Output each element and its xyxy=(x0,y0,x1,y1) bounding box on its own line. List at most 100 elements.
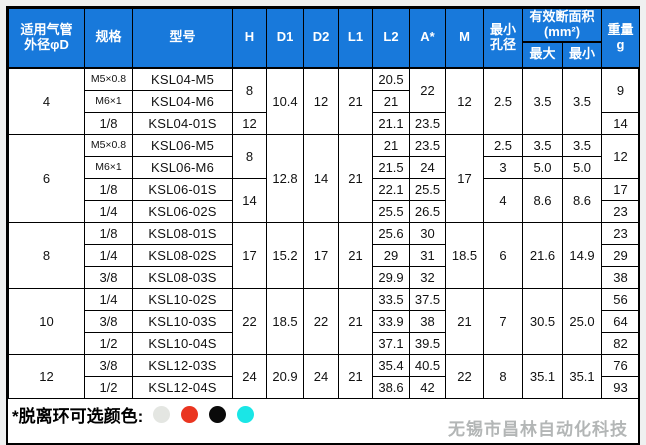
m-cell: 12 xyxy=(445,67,484,135)
l2-cell: 20.5 xyxy=(372,67,410,91)
min-bore-cell: 7 xyxy=(483,287,523,355)
l2-cell: 21 xyxy=(372,89,410,113)
table-row: 12 3/8 KSL12-03S 24 20.9 24 21 35.4 40.5 22 8 35.1 3… xyxy=(8,353,641,399)
spec-table: 适用气管 外径φD 规格 型号 H D1 D2 L1 L2 A* M 最小 孔径 有效断面积(mm²)… xyxy=(8,7,641,399)
model-cell: KSL10-03S xyxy=(132,309,233,333)
d2-cell: 22 xyxy=(303,287,339,355)
l2-cell: 35.4 xyxy=(372,353,410,377)
area-min-cell: 5.0 xyxy=(561,155,603,179)
area-min-cell: 8.6 xyxy=(561,177,603,223)
model-cell: KSL04-M6 xyxy=(132,89,233,113)
weight-cell: 56 xyxy=(601,287,641,311)
min-bore-cell: 6 xyxy=(483,221,523,289)
table-row: 1/2 KSL12-04S 38.6 42 93 xyxy=(9,375,641,399)
h-cell: 12 xyxy=(232,111,267,135)
area-min-cell: 25.0 xyxy=(561,287,603,355)
h-cell: 24 xyxy=(232,353,267,399)
h-cell: 17 xyxy=(232,221,267,289)
weight-cell: 14 xyxy=(601,111,641,135)
spec-cell: 1/4 xyxy=(84,287,133,311)
header-cell: 型号 xyxy=(132,7,233,69)
spec-cell: 1/8 xyxy=(84,177,133,201)
l2-cell: 33.5 xyxy=(372,287,410,311)
spec-cell: M6×1 xyxy=(84,155,133,179)
header-cell: 最小 xyxy=(561,41,603,69)
header-cell: L1 xyxy=(338,7,373,69)
d1-cell: 20.9 xyxy=(266,353,304,399)
l2-cell: 38.6 xyxy=(372,375,410,399)
l2-cell: 25.5 xyxy=(372,199,410,223)
min-bore-cell: 3 xyxy=(483,155,523,179)
header-cell: 最大 xyxy=(522,41,563,69)
area-max-cell: 21.6 xyxy=(522,221,563,289)
m-cell: 18.5 xyxy=(445,221,484,289)
h-cell: 22 xyxy=(232,287,267,355)
table-row: M6×1 KSL06-M6 21.5 24 3 5.0 5.0 xyxy=(9,155,640,179)
weight-cell: 76 xyxy=(601,353,641,377)
spec-cell: 1/8 xyxy=(84,221,133,245)
tube-od-cell: 10 xyxy=(8,287,85,355)
header-cell: L2 xyxy=(372,7,410,69)
d1-cell: 12.8 xyxy=(266,133,304,223)
a-cell: 38 xyxy=(409,309,446,333)
area-min-cell: 35.1 xyxy=(561,353,603,399)
ring-color-dot xyxy=(153,405,171,423)
model-cell: KSL08-02S xyxy=(132,243,233,267)
model-cell: KSL06-01S xyxy=(132,177,233,201)
l1-cell: 21 xyxy=(338,287,373,355)
m-cell: 21 xyxy=(445,287,484,355)
weight-cell: 23 xyxy=(601,199,641,223)
spec-cell: 1/4 xyxy=(84,199,133,223)
weight-cell: 82 xyxy=(601,331,641,355)
tube-od-cell: 6 xyxy=(8,133,85,223)
weight-cell: 9 xyxy=(601,67,641,113)
h-cell: 8 xyxy=(232,67,267,113)
spec-cell: 1/2 xyxy=(84,331,133,355)
l2-cell: 21 xyxy=(372,133,410,157)
l2-cell: 29.9 xyxy=(372,265,410,289)
model-cell: KSL04-01S xyxy=(132,111,233,135)
table-row: 1/4 KSL06-02S 25.5 26.5 23 xyxy=(9,199,641,223)
table-footer-row: *脱离环可选颜色: 无锡市昌林自动化科技 xyxy=(8,398,638,443)
l2-cell: 22.1 xyxy=(372,177,410,201)
header-cell: D2 xyxy=(303,7,339,69)
l2-cell: 21.5 xyxy=(372,155,410,179)
min-bore-cell: 4 xyxy=(483,177,523,223)
l2-cell: 29 xyxy=(372,243,410,267)
a-cell: 32 xyxy=(409,265,446,289)
header-row: 最大 最小 xyxy=(9,41,640,69)
spec-table-frame: 适用气管 外径φD 规格 型号 H D1 D2 L1 L2 A* M 最小 孔径 有效断面积(mm²)… xyxy=(6,6,641,445)
table-row: 10 1/4 KSL10-02S 22 18.5 22 21 33.5 37.5 21 7 30.5 2… xyxy=(8,287,641,355)
a-cell: 26.5 xyxy=(409,199,446,223)
spec-cell: M6×1 xyxy=(84,89,133,113)
area-max-cell: 8.6 xyxy=(522,177,563,223)
a-cell: 31 xyxy=(409,243,446,267)
m-cell: 17 xyxy=(445,133,484,223)
min-bore-cell: 2.5 xyxy=(483,67,523,135)
area-max-cell: 30.5 xyxy=(522,287,563,355)
header-row: 适用气管 外径φD 规格 型号 H D1 D2 L1 L2 A* M 最小 孔径 有效断面积(mm²)… xyxy=(8,7,641,69)
m-cell: 22 xyxy=(445,353,484,399)
model-cell: KSL10-04S xyxy=(132,331,233,355)
area-min-cell: 3.5 xyxy=(561,67,603,135)
a-cell: 24 xyxy=(409,155,446,179)
header-cell: 适用气管 外径φD xyxy=(8,7,85,69)
spec-cell: 1/8 xyxy=(84,111,133,135)
header-cell: 最小 孔径 xyxy=(483,7,523,69)
spec-cell: M5×0.8 xyxy=(84,67,133,91)
header-cell: 重量 g xyxy=(601,7,641,69)
weight-cell: 93 xyxy=(601,375,641,399)
a-cell: 30 xyxy=(409,221,446,245)
model-cell: KSL06-M6 xyxy=(132,155,233,179)
d2-cell: 24 xyxy=(303,353,339,399)
ring-color-dot xyxy=(237,405,255,423)
watermark-text: 无锡市昌林自动化科技 xyxy=(448,419,628,439)
table-row: 6 M5×0.8 KSL06-M5 8 12.8 14 21 21 23.5 17 2.5 3.5 3.… xyxy=(8,133,641,223)
spec-cell: 1/4 xyxy=(84,243,133,267)
header-cell: 规格 xyxy=(84,7,133,69)
area-max-cell: 3.5 xyxy=(522,67,563,135)
weight-cell: 17 xyxy=(601,177,641,201)
table-row: 3/8 KSL10-03S 33.9 38 64 xyxy=(9,309,641,333)
spec-cell: 1/2 xyxy=(84,375,133,399)
a-cell: 22 xyxy=(409,67,446,113)
